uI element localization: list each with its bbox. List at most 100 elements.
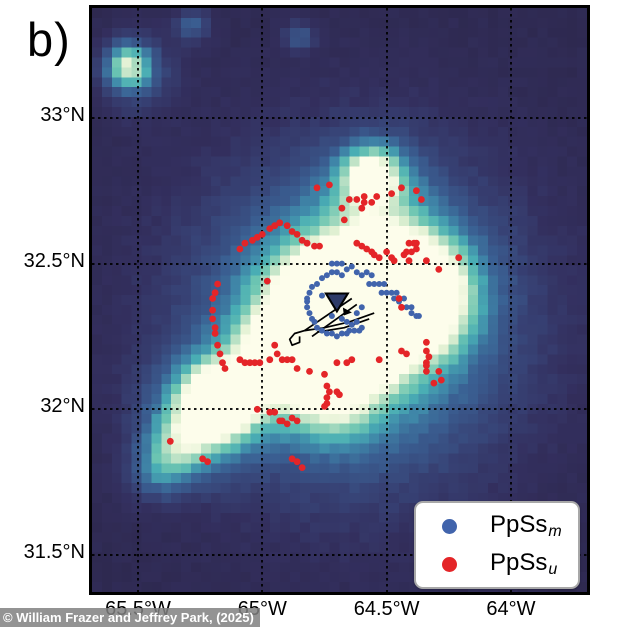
scatter-point-ppss_u [403,248,410,256]
scatter-point-ppss_u [273,350,281,358]
scatter-point-ppss_u [413,187,420,195]
scatter-point-ppss_u [283,356,291,364]
gridline-vertical [136,8,139,592]
scatter-point-ppss_u [363,245,371,253]
scatter-point-ppss_m [381,281,388,287]
legend-label-subscript: u [548,561,558,578]
scatter-point-ppss_m [319,327,325,334]
scatter-point-ppss_u [253,233,261,241]
legend-entry-ppss-u: PpSsu [416,549,578,579]
scatter-point-ppss_u [293,231,301,238]
scatter-point-ppss_u [209,315,216,323]
legend-marker-blue-dot [442,518,457,534]
bermuda-coastline [304,297,353,332]
scatter-point-ppss_u [410,239,418,247]
scatter-point-ppss_u [435,266,443,273]
scatter-point-ppss_m [376,281,383,287]
scatter-point-ppss_m [338,330,345,337]
scatter-point-ppss_u [408,248,415,256]
scatter-point-ppss_u [403,350,410,358]
scatter-point-ppss_u [336,391,343,399]
scatter-point-ppss_m [304,298,311,305]
scatter-point-ppss_u [323,382,331,390]
map-plot-area [89,5,590,595]
scatter-point-ppss_m [408,304,415,311]
scatter-point-ppss_m [356,327,363,334]
x-tick-label: 64.5°W [353,598,420,620]
scatter-point-ppss_u [326,181,333,189]
scatter-point-ppss_m [348,263,355,270]
scatter-point-ppss_m [353,269,360,276]
scatter-point-ppss_u [271,341,279,349]
scatter-point-ppss_u [219,359,226,367]
scatter-point-ppss_u [425,353,433,361]
legend-label-text: PpSs [490,511,548,538]
scatter-point-ppss_u [395,295,403,302]
scatter-point-ppss_m [309,283,315,290]
scatter-point-ppss_m [328,269,335,276]
scatter-point-ppss_u [246,359,254,367]
scatter-point-ppss_u [398,184,405,192]
scatter-point-ppss_u [423,257,430,265]
scatter-point-ppss_u [216,350,224,358]
scatter-point-ppss_u [236,245,244,253]
scatter-point-ppss_m [358,304,365,311]
scatter-point-ppss_u [166,437,174,445]
scatter-point-ppss_u [413,245,420,253]
scatter-point-ppss_m [328,260,335,267]
scatter-point-ppss_m [351,327,358,334]
scatter-point-ppss_m [338,260,345,267]
scatter-point-ppss_u [293,365,301,372]
scatter-point-ppss_u [370,251,378,259]
scatter-point-ppss_u [236,356,244,364]
y-tick-label: 32°N [40,395,85,418]
panel-label: b) [27,13,71,66]
station-triangle-marker [324,292,350,314]
scatter-point-ppss_m [383,289,390,296]
scatter-point-ppss_u [306,368,313,375]
scatter-point-ppss_u [271,222,279,230]
scatter-point-ppss_m [408,310,415,317]
scatter-point-ppss_m [343,318,350,325]
scatter-point-ppss_m [388,289,395,296]
scatter-point-ppss_m [304,304,311,311]
scatter-point-ppss_u [405,239,413,247]
scatter-point-ppss_m [319,292,325,299]
scatter-point-ppss_m [319,275,325,282]
scatter-point-ppss_u [276,219,284,227]
scatter-point-ppss_m [333,333,340,340]
legend-marker-red-dot [442,556,457,572]
scatter-point-ppss_m [311,318,318,325]
legend-label-subscript: m [548,523,562,540]
scatter-point-ppss_u [398,303,405,311]
scatter-point-ppss_u [326,388,333,396]
scatter-point-ppss_u [321,403,328,410]
scatter-point-ppss_m [333,260,340,267]
gridline-horizontal [92,116,587,119]
y-tick-label: 31.5°N [23,540,85,563]
legend-label: PpSsu [490,549,557,579]
scatter-point-ppss_u [405,257,413,265]
scatter-point-ppss_u [423,338,430,346]
scatter-point-ppss_u [353,239,361,247]
scatter-point-ppss_u [209,295,216,302]
scatter-point-ppss_u [293,458,301,466]
scatter-point-ppss_u [423,347,430,355]
gridline-horizontal [92,553,587,556]
scatter-point-ppss_u [360,199,368,206]
scatter-point-ppss_u [211,330,219,337]
scatter-point-ppss_m [306,289,313,296]
scatter-overlay [166,181,463,471]
scatter-point-ppss_u [266,356,274,364]
scatter-point-ppss_u [256,359,264,367]
scatter-point-ppss_m [363,269,370,276]
scatter-point-ppss_u [311,242,318,250]
scatter-point-ppss_u [288,228,296,235]
scatter-point-ppss_u [313,184,321,192]
legend-entry-ppss-m: PpSsm [416,511,578,541]
scatter-point-ppss_u [430,379,438,387]
x-tick-label: 64°W [486,598,536,620]
scatter-point-ppss_m [415,313,422,319]
scatter-point-ppss_u [358,242,366,250]
